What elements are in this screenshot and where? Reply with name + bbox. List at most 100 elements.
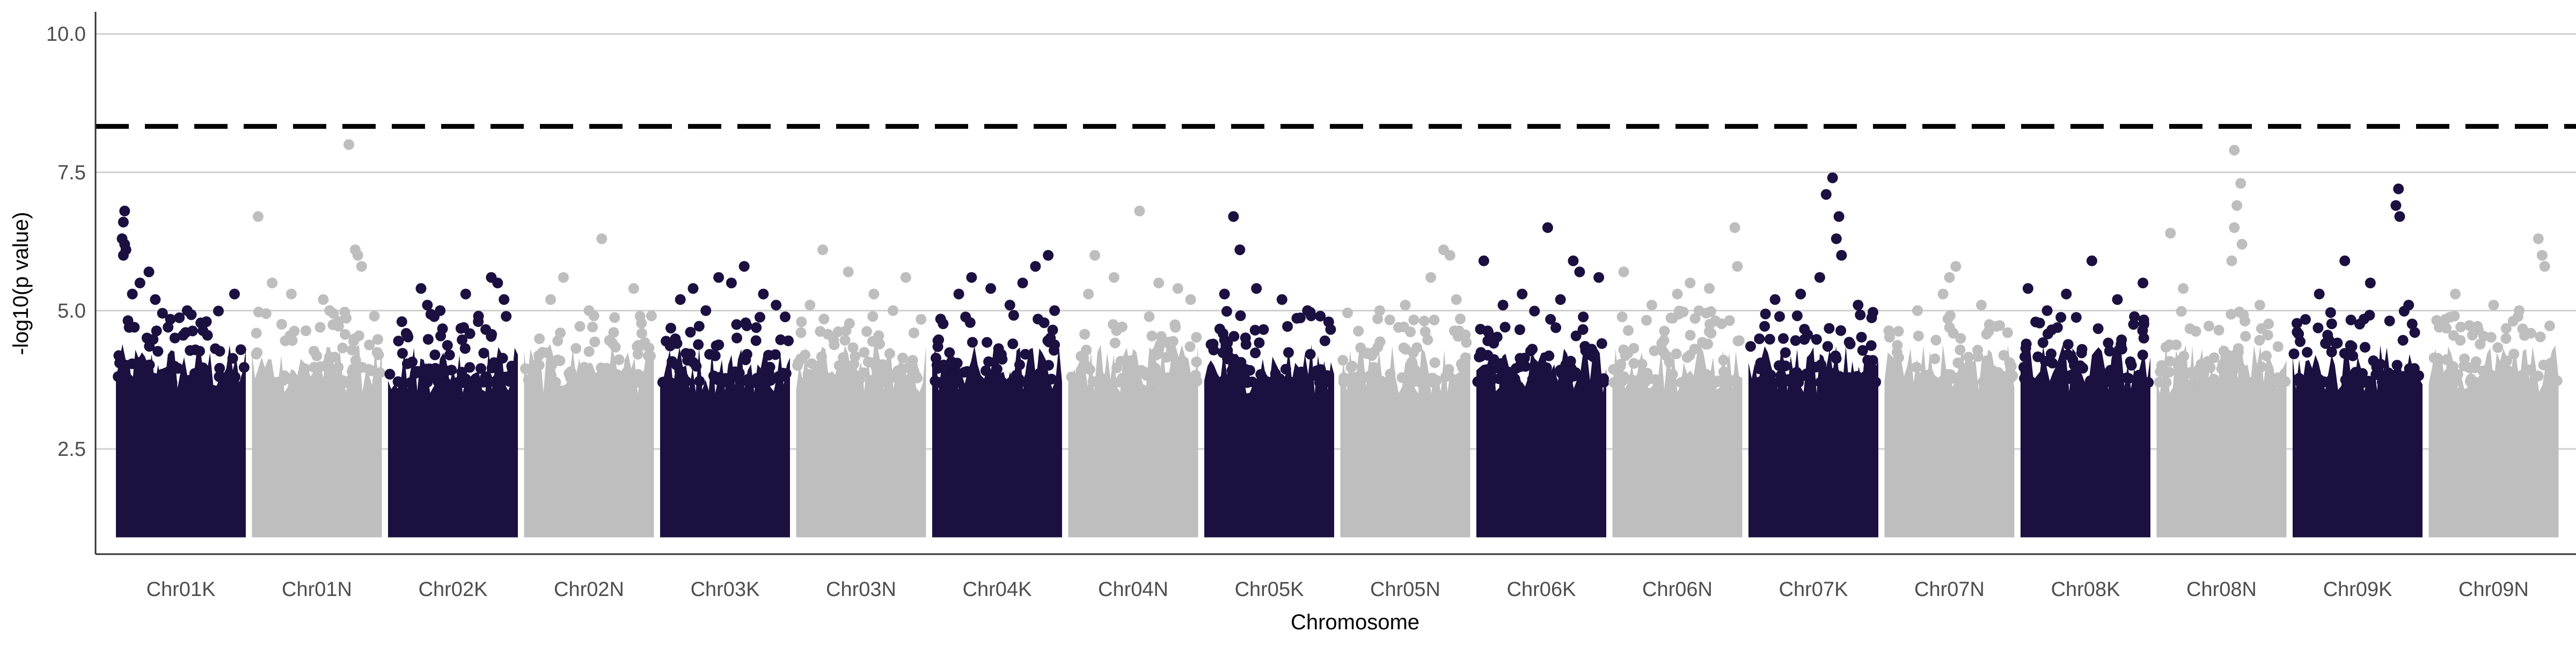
- snp-point: [214, 362, 225, 374]
- snp-point: [1472, 376, 1483, 387]
- snp-point: [709, 374, 721, 385]
- snp-point: [862, 356, 874, 367]
- snp-point: [1190, 371, 1201, 382]
- snp-point: [1474, 351, 1485, 362]
- snp-point: [2254, 335, 2265, 346]
- snp-point: [796, 316, 807, 328]
- snp-peak-point: [1574, 266, 1585, 278]
- snp-point: [1525, 345, 1536, 357]
- snp-point: [2458, 360, 2470, 372]
- snp-point: [1375, 375, 1386, 387]
- snp-peak-point: [1228, 211, 1239, 222]
- chromosome-group-chr03n: [792, 244, 927, 537]
- snp-point: [2227, 366, 2238, 377]
- snp-peak-point: [1374, 305, 1385, 316]
- snp-point: [1109, 337, 1121, 348]
- snp-point: [1816, 359, 1827, 370]
- snp-point: [442, 340, 453, 351]
- snp-point: [1929, 353, 1941, 365]
- snp-point: [534, 333, 545, 344]
- snp-peak-point: [1672, 288, 1683, 300]
- snp-point: [1556, 368, 1567, 379]
- snp-dense-mass: [660, 347, 790, 537]
- snp-peak-point: [843, 266, 854, 278]
- snp-point: [1155, 331, 1167, 342]
- snp-point: [2201, 376, 2212, 388]
- snp-point: [1219, 335, 1230, 346]
- chromosome-group-chr03k: [657, 261, 794, 537]
- snp-point: [2545, 368, 2556, 379]
- snp-point: [441, 365, 452, 376]
- snp-point: [1628, 358, 1640, 369]
- snp-point: [2052, 322, 2063, 333]
- snp-point: [1081, 344, 1092, 355]
- snp-point: [202, 330, 213, 341]
- snp-point: [770, 349, 781, 360]
- snp-point: [1704, 318, 1716, 330]
- snp-point: [2515, 376, 2527, 388]
- snp-point: [169, 332, 180, 344]
- snp-point: [1618, 344, 1629, 355]
- snp-point: [1034, 374, 1045, 386]
- snp-point: [1179, 375, 1190, 386]
- snp-peak-point: [318, 294, 329, 305]
- snp-point: [1942, 313, 1953, 324]
- snp-point: [2103, 337, 2114, 348]
- snp-point: [2535, 331, 2546, 343]
- snp-point: [337, 343, 348, 353]
- snp-point: [1416, 373, 1428, 384]
- snp-peak-point: [966, 272, 977, 283]
- snp-point: [685, 348, 696, 360]
- snp-point: [1240, 339, 1252, 350]
- snp-peak-point: [229, 288, 240, 300]
- snp-point: [1527, 374, 1538, 385]
- snp-peak-point: [2254, 300, 2265, 311]
- snp-point: [1929, 376, 1941, 388]
- snp-point: [1161, 352, 1172, 363]
- snp-peak-point: [1451, 294, 1462, 305]
- snp-point: [1488, 354, 1499, 365]
- snp-point: [848, 359, 860, 370]
- snp-point: [1636, 359, 1648, 370]
- snp-point: [829, 339, 840, 351]
- snp-peak-point: [2138, 278, 2149, 288]
- snp-point: [1049, 345, 1059, 356]
- snp-point: [2235, 362, 2246, 373]
- snp-point: [1125, 355, 1137, 366]
- snp-point: [908, 328, 919, 338]
- snp-point: [1008, 310, 1019, 321]
- snp-point: [333, 361, 344, 373]
- snp-point: [1774, 311, 1785, 322]
- snp-point: [2057, 369, 2068, 380]
- snp-point: [1361, 372, 1372, 383]
- snp-dense-mass: [932, 345, 1062, 537]
- snp-peak-point: [2235, 178, 2246, 189]
- snp-point: [2176, 306, 2187, 317]
- x-tick-label: Chr01K: [147, 578, 216, 601]
- snp-point: [1667, 369, 1678, 380]
- snp-peak-point: [2514, 305, 2525, 316]
- snp-point: [1998, 350, 2009, 361]
- snp-point: [2391, 360, 2403, 371]
- snp-point: [962, 366, 973, 377]
- snp-point: [1822, 341, 1833, 352]
- snp-point: [2339, 348, 2350, 359]
- snp-peak-point: [1836, 250, 1847, 261]
- snp-point: [533, 360, 545, 370]
- snp-point: [1398, 342, 1409, 353]
- snp-point: [2164, 367, 2175, 378]
- snp-peak-point: [2226, 255, 2237, 266]
- snp-point: [1955, 333, 1966, 344]
- snp-peak-point: [1497, 300, 1509, 311]
- snp-point: [2100, 369, 2111, 380]
- snp-point: [1338, 376, 1349, 388]
- snp-point: [2183, 367, 2194, 379]
- snp-peak-point: [1089, 250, 1101, 261]
- snp-point: [607, 338, 618, 348]
- snp-point: [2288, 348, 2300, 359]
- snp-point: [1623, 325, 1634, 336]
- snp-point: [2300, 314, 2311, 325]
- snp-point: [589, 336, 601, 347]
- snp-point: [1545, 314, 1556, 325]
- snp-peak-point: [1944, 272, 1955, 283]
